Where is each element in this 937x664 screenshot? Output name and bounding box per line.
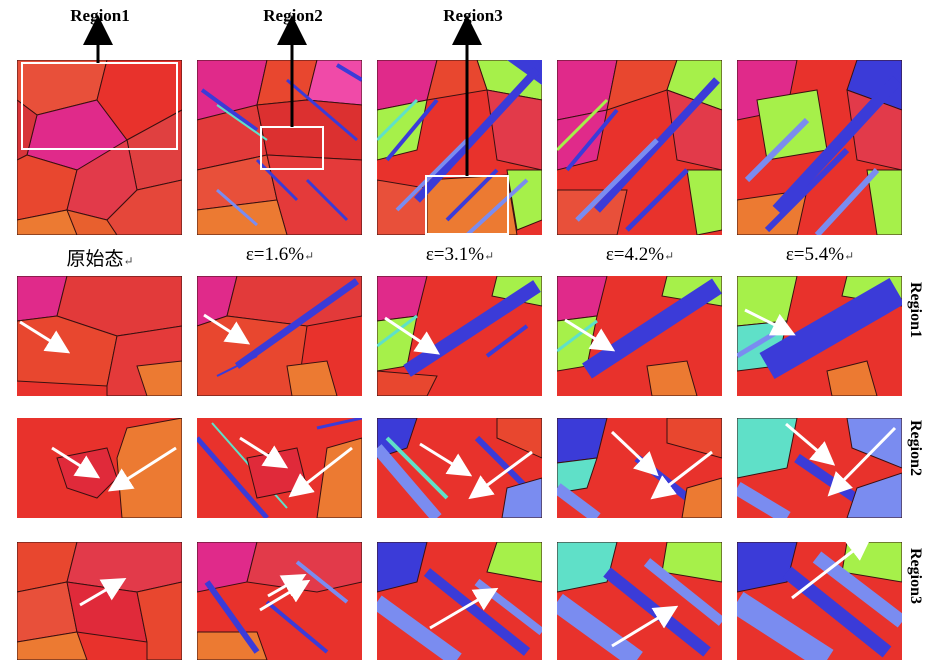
map-row1-col3 [377, 60, 542, 235]
zoom-region1-col2 [197, 276, 362, 396]
side-label-region2: Region2 [907, 420, 924, 476]
zoom-region1-col4 [557, 276, 722, 396]
zoom-region1-col1 [17, 276, 182, 396]
zoom-region3-col3 [377, 542, 542, 660]
map-row1-col1 [17, 60, 182, 235]
zoom-region2-col1 [17, 418, 182, 518]
zoom-region3-col4 [557, 542, 722, 660]
strain-label-3-1: ε=3.1%↵ [425, 244, 495, 265]
top-label-region1: Region1 [70, 6, 130, 25]
zoom-region2-col2 [197, 418, 362, 518]
side-label-region3: Region3 [907, 548, 924, 604]
zoom-region1-col5 [737, 276, 902, 396]
zoom-region3-col5 [737, 542, 902, 660]
strain-label-1-6: ε=1.6%↵ [245, 244, 315, 265]
side-label-region1: Region1 [907, 282, 924, 338]
zoom-region2-col4 [557, 418, 722, 518]
zoom-region2-col5 [737, 418, 902, 518]
map-row1-col5 [737, 60, 902, 235]
map-row1-col2 [197, 60, 362, 235]
strain-label-5-4: ε=5.4%↵ [785, 244, 855, 265]
top-label-region3: Region3 [443, 6, 503, 25]
zoom-region1-col3 [377, 276, 542, 396]
strain-label-4-2: ε=4.2%↵ [605, 244, 675, 265]
map-row1-col4 [557, 60, 722, 235]
zoom-region3-col1 [17, 542, 182, 660]
top-label-region2: Region2 [263, 6, 323, 25]
zoom-region2-col3 [377, 418, 542, 518]
strain-label-original: 原始态↵ [66, 249, 134, 270]
zoom-region3-col2 [197, 542, 362, 660]
